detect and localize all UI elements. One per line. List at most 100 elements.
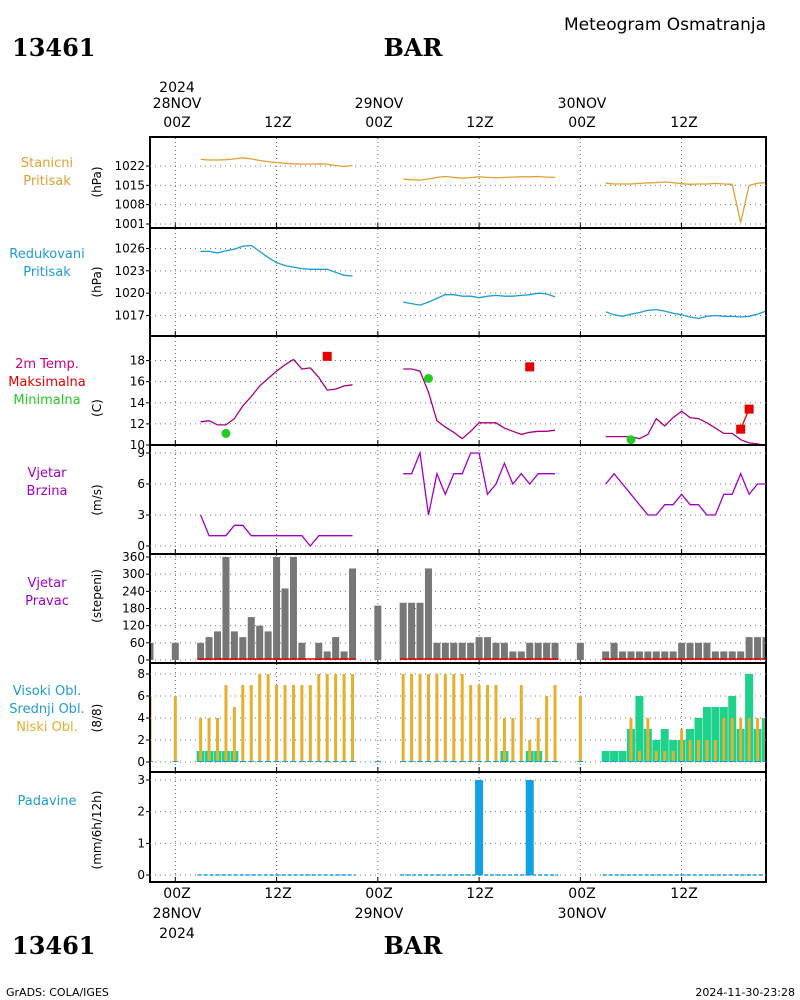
direction-bar bbox=[315, 642, 323, 660]
low-cloud-bar bbox=[266, 674, 270, 762]
low-cloud-bar bbox=[216, 718, 220, 762]
wind_direction-ytick-label: 60 bbox=[130, 636, 145, 650]
low-cloud-bar bbox=[747, 718, 751, 762]
low-cloud-bar bbox=[663, 751, 667, 762]
precipitation-panel: 0 1 2 3 (mm/6h/12h) Padavine bbox=[18, 771, 767, 883]
low-cloud-bar bbox=[477, 685, 481, 762]
direction-bar bbox=[458, 642, 466, 660]
bottom-year: 2024 bbox=[159, 926, 195, 942]
low-cloud-bar bbox=[452, 674, 456, 762]
wind_speed-series-line bbox=[403, 450, 555, 516]
temperature-series-line bbox=[403, 368, 556, 440]
direction-bar bbox=[754, 637, 762, 660]
reduced_pressure-ylabel: (hPa) bbox=[90, 266, 104, 297]
direction-bar bbox=[475, 637, 483, 660]
low-cloud-bar bbox=[739, 718, 743, 762]
cloud_cover-ytick-label: 8 bbox=[137, 667, 145, 681]
low-cloud-bar bbox=[173, 696, 177, 762]
temperature-ytick-label: 12 bbox=[130, 417, 145, 431]
reduced_pressure-label-line: Pritisak bbox=[23, 265, 71, 280]
low-cloud-bar bbox=[486, 685, 490, 762]
low-cloud-bar bbox=[511, 718, 515, 762]
direction-bar bbox=[256, 625, 264, 660]
high-cloud-bar bbox=[601, 751, 610, 762]
top-year: 2024 bbox=[159, 80, 195, 96]
low-cloud-bar bbox=[629, 718, 633, 762]
reduced_pressure-ytick-label: 1023 bbox=[114, 264, 145, 278]
tmax-marker bbox=[744, 404, 754, 414]
temperature-panel: 10 12 14 16 18 (C) 2m Temp. Maksimalna Minimalna bbox=[8, 335, 767, 452]
low-cloud-bar bbox=[224, 685, 228, 762]
low-cloud-bar bbox=[401, 674, 405, 762]
low-cloud-bar bbox=[207, 718, 211, 762]
precipitation-ylabel: (mm/6h/12h) bbox=[90, 791, 104, 870]
temperature-ytick-label: 14 bbox=[130, 396, 145, 410]
station-id-top: 13461 bbox=[12, 33, 96, 62]
direction-bar bbox=[408, 602, 416, 660]
low-cloud-bar bbox=[241, 685, 245, 762]
direction-bar bbox=[652, 651, 660, 660]
panels: 1001100810151022(hPa)StanicniPritisak101… bbox=[8, 136, 767, 883]
low-cloud-bar bbox=[151, 696, 152, 762]
direction-bar bbox=[264, 631, 272, 660]
temperature-ytick-label: 18 bbox=[130, 354, 145, 368]
direction-bar bbox=[332, 637, 340, 660]
direction-bar bbox=[745, 637, 753, 660]
low-cloud-bar bbox=[536, 718, 540, 762]
low-cloud-bar bbox=[578, 696, 582, 762]
station_pressure-series-line bbox=[605, 181, 765, 223]
wind_direction-ytick-label: 240 bbox=[122, 584, 145, 598]
temperature-ylabel: (C) bbox=[90, 399, 104, 417]
direction-bar bbox=[450, 642, 458, 660]
direction-bar bbox=[323, 651, 331, 660]
reduced_pressure-ytick-label: 1020 bbox=[114, 286, 145, 300]
temperature-ytick-label: 10 bbox=[130, 438, 145, 452]
wind_direction-label-line: Pravac bbox=[25, 594, 69, 609]
direction-bar bbox=[509, 651, 517, 660]
bottom-date-3: 30NOV bbox=[558, 906, 607, 922]
direction-bar bbox=[534, 642, 542, 660]
low-cloud-bar bbox=[232, 707, 236, 762]
bottom-hour-4: 12Z bbox=[466, 886, 493, 902]
wind_speed-label-line: Vjetar bbox=[28, 466, 68, 481]
station-name-bottom: BAR bbox=[384, 931, 444, 960]
reduced_pressure-label-line: Redukovani bbox=[9, 247, 84, 262]
direction-bar bbox=[273, 557, 281, 660]
cloud_cover-ytick-label: 4 bbox=[137, 711, 145, 725]
bottom-hour-2: 12Z bbox=[264, 886, 291, 902]
direction-bar bbox=[686, 642, 694, 660]
wind_direction-ytick-label: 180 bbox=[122, 602, 145, 616]
low-cloud-bar bbox=[494, 685, 498, 762]
tmin-marker bbox=[221, 428, 231, 438]
direction-bar bbox=[340, 651, 348, 660]
direction-bar bbox=[728, 651, 736, 660]
footer-source: GrADS: COLA/IGES bbox=[6, 986, 109, 999]
station_pressure-label-line: Pritisak bbox=[23, 174, 71, 189]
station_pressure-ytick-label: 1008 bbox=[114, 198, 145, 212]
low-cloud-bar bbox=[410, 674, 414, 762]
direction-bar bbox=[467, 642, 475, 660]
station_pressure-data bbox=[200, 157, 765, 223]
reduced_pressure-data bbox=[200, 244, 765, 320]
wind_direction-label-line: Vjetar bbox=[28, 576, 68, 591]
precipitation-label-line: Padavine bbox=[18, 794, 77, 809]
precipitation-ytick-label: 1 bbox=[137, 836, 145, 850]
low-cloud-bar bbox=[688, 740, 692, 762]
low-cloud-bar bbox=[680, 729, 684, 762]
low-cloud-bar bbox=[275, 685, 279, 762]
direction-bar bbox=[610, 642, 618, 660]
wind_speed-ytick-label: 0 bbox=[137, 539, 145, 553]
wind_direction-ytick-label: 0 bbox=[137, 653, 145, 667]
temperature-label-line: Maksimalna bbox=[8, 375, 86, 390]
low-cloud-bar bbox=[334, 674, 338, 762]
station_pressure-label-line: Stanicni bbox=[21, 156, 73, 171]
direction-bar bbox=[711, 651, 719, 660]
low-cloud-bar bbox=[300, 685, 304, 762]
wind_direction-ytick-label: 120 bbox=[122, 619, 145, 633]
direction-bar bbox=[551, 642, 559, 660]
direction-bar bbox=[602, 651, 610, 660]
top-date-3: 30NOV bbox=[558, 96, 607, 112]
wind_direction-data bbox=[151, 557, 765, 660]
low-cloud-bar bbox=[443, 674, 447, 762]
footer-timestamp: 2024-11-30-23:28 bbox=[695, 986, 795, 999]
